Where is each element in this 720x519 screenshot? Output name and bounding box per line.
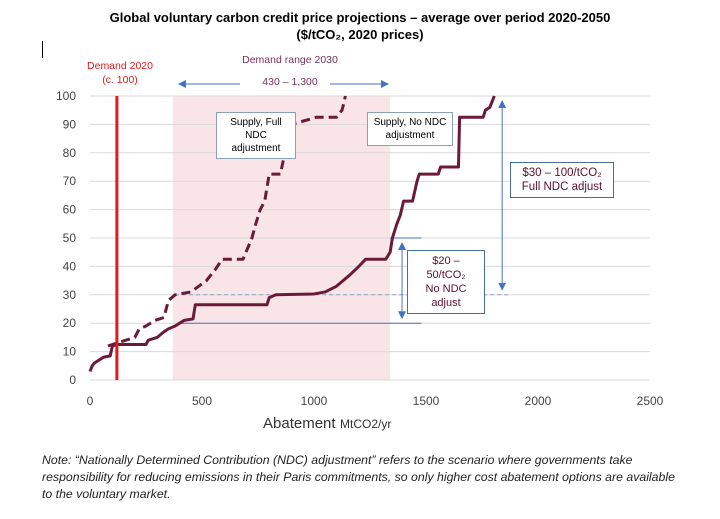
y-tick-label: 40 <box>63 259 77 273</box>
annotation-no-ndc-range: $20 – 50/tCO₂ No NDC adjust <box>407 250 485 314</box>
demand-2020-label: Demand 2020 (c. 100) <box>80 59 160 87</box>
text-cursor <box>42 41 43 58</box>
y-tick-label: 60 <box>63 203 77 217</box>
x-tick-label: 1500 <box>413 394 440 408</box>
chart-subtitle: ($/tCO₂, 2020 prices) <box>296 27 424 42</box>
x-tick-label: 2000 <box>525 394 552 408</box>
series-line-full-ndc <box>107 95 347 348</box>
annotation-line: $20 – 50/tCO₂ <box>426 255 466 281</box>
demand-range-value: 430 – 1,300 <box>262 76 318 88</box>
label-no-ndc: Supply, No NDC adjustment <box>367 112 453 146</box>
demand-2020-title: Demand 2020 <box>87 60 153 72</box>
annotation-full-ndc-range: $30 – 100/tCO₂ Full NDC adjust <box>510 162 614 198</box>
x-axis-unit: MtCO2/yr <box>340 417 391 431</box>
series-line-no-ndc <box>88 95 496 373</box>
y-tick-label: 30 <box>63 288 77 302</box>
y-tick-label: 70 <box>63 174 77 188</box>
annotation-line: Full NDC adjust <box>521 181 603 193</box>
annotation-line: No NDC adjust <box>425 283 467 309</box>
y-tick-label: 0 <box>69 373 76 387</box>
footnote: Note: “Nationally Determined Contributio… <box>42 453 675 501</box>
y-tick-label: 50 <box>63 231 77 245</box>
demand-range-title: Demand range 2030 <box>242 54 338 66</box>
y-tick-label: 20 <box>63 316 77 330</box>
y-tick-label: 90 <box>63 117 77 131</box>
x-axis-label: Abatement <box>263 415 336 432</box>
x-tick-label: 1000 <box>301 394 328 408</box>
y-tick-label: 80 <box>63 146 77 160</box>
demand-2020-sublabel: (c. 100) <box>102 74 138 86</box>
x-tick-label: 0 <box>87 394 94 408</box>
label-full-ndc: Supply, Full NDC adjustment <box>216 112 296 159</box>
annotation-line: $30 – 100/tCO₂ <box>522 167 602 179</box>
y-tick-label: 100 <box>56 89 76 103</box>
x-tick-label: 2500 <box>637 394 664 408</box>
chart-title: Global voluntary carbon credit price pro… <box>109 10 611 25</box>
y-tick-label: 10 <box>63 345 77 359</box>
x-tick-label: 500 <box>192 394 212 408</box>
